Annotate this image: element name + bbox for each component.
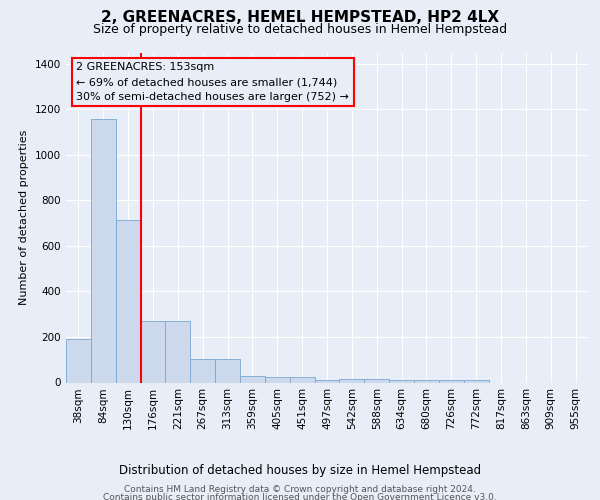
Text: 2 GREENACRES: 153sqm
← 69% of detached houses are smaller (1,744)
30% of semi-de: 2 GREENACRES: 153sqm ← 69% of detached h…	[76, 62, 349, 102]
Bar	[414, 380, 439, 382]
Bar	[166, 321, 190, 382]
Y-axis label: Number of detached properties: Number of detached properties	[19, 130, 29, 305]
Bar	[314, 380, 340, 382]
Bar	[215, 358, 240, 382]
Text: Contains HM Land Registry data © Crown copyright and database right 2024.: Contains HM Land Registry data © Crown c…	[124, 485, 476, 494]
Bar	[340, 379, 364, 382]
Bar	[140, 321, 166, 382]
Bar	[439, 380, 464, 382]
Bar	[265, 377, 290, 382]
Text: Size of property relative to detached houses in Hemel Hempstead: Size of property relative to detached ho…	[93, 22, 507, 36]
Bar	[290, 377, 314, 382]
Bar	[91, 118, 116, 382]
Text: 2, GREENACRES, HEMEL HEMPSTEAD, HP2 4LX: 2, GREENACRES, HEMEL HEMPSTEAD, HP2 4LX	[101, 10, 499, 25]
Bar	[240, 376, 265, 382]
Text: Contains public sector information licensed under the Open Government Licence v3: Contains public sector information licen…	[103, 493, 497, 500]
Bar	[389, 380, 414, 382]
Bar	[190, 358, 215, 382]
Text: Distribution of detached houses by size in Hemel Hempstead: Distribution of detached houses by size …	[119, 464, 481, 477]
Bar	[364, 379, 389, 382]
Bar	[464, 380, 488, 382]
Bar	[66, 338, 91, 382]
Bar	[116, 220, 140, 382]
